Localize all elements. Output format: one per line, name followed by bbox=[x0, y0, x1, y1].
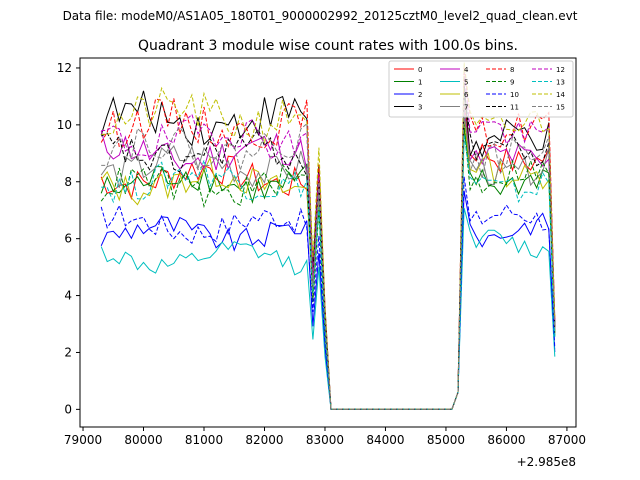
legend-label: 12 bbox=[556, 66, 565, 74]
series-line-11 bbox=[100, 93, 556, 410]
legend-label: 11 bbox=[510, 104, 519, 112]
x-tick-label: 84000 bbox=[366, 433, 404, 447]
y-axis: 0 2 4 6 8 10 12 bbox=[57, 61, 80, 416]
x-axis: 79000 80000 81000 82000 83000 84000 85000 86000… bbox=[64, 427, 586, 447]
y-tick-label: 6 bbox=[64, 232, 72, 246]
legend-label: 10 bbox=[510, 91, 519, 99]
chart-title: Quadrant 3 module wise count rates with … bbox=[138, 38, 518, 54]
series-line-5 bbox=[100, 207, 556, 410]
x-tick-label: 85000 bbox=[427, 433, 465, 447]
legend-label: 3 bbox=[418, 104, 422, 112]
legend-label: 0 bbox=[418, 66, 422, 74]
plot-frame bbox=[79, 57, 577, 428]
x-tick-label: 82000 bbox=[245, 433, 283, 447]
y-tick-label: 12 bbox=[57, 61, 72, 75]
y-tick-label: 10 bbox=[57, 118, 72, 132]
legend-label: 4 bbox=[464, 66, 469, 74]
legend-label: 8 bbox=[510, 66, 514, 74]
x-tick-label: 87000 bbox=[548, 433, 586, 447]
y-tick-label: 8 bbox=[64, 175, 72, 189]
legend-label: 9 bbox=[510, 79, 514, 87]
series-line-15 bbox=[101, 100, 556, 410]
plot-lines bbox=[100, 62, 556, 410]
legend-label: 2 bbox=[418, 91, 422, 99]
legend-label: 5 bbox=[464, 79, 468, 87]
figure-suptitle: Data file: modeM0/AS1A05_180T01_90000029… bbox=[63, 9, 578, 23]
x-tick-label: 80000 bbox=[124, 433, 162, 447]
x-tick-label: 81000 bbox=[185, 433, 223, 447]
series-line-8 bbox=[100, 65, 556, 410]
legend-label: 7 bbox=[464, 104, 468, 112]
x-tick-label: 79000 bbox=[64, 433, 102, 447]
y-tick-label: 0 bbox=[64, 402, 72, 416]
x-offset-label: +2.985e8 bbox=[517, 455, 576, 469]
legend-label: 6 bbox=[464, 91, 469, 99]
x-tick-label: 86000 bbox=[487, 433, 525, 447]
series-line-12 bbox=[101, 69, 556, 410]
y-tick-label: 4 bbox=[64, 289, 72, 303]
legend-label: 1 bbox=[418, 79, 422, 87]
legend-label: 15 bbox=[556, 104, 565, 112]
legend-box bbox=[388, 60, 574, 118]
legend-label: 13 bbox=[556, 79, 565, 87]
x-tick-label: 83000 bbox=[306, 433, 344, 447]
y-tick-label: 2 bbox=[64, 345, 72, 359]
series-line-10 bbox=[100, 176, 556, 410]
legend-label: 14 bbox=[556, 91, 565, 99]
